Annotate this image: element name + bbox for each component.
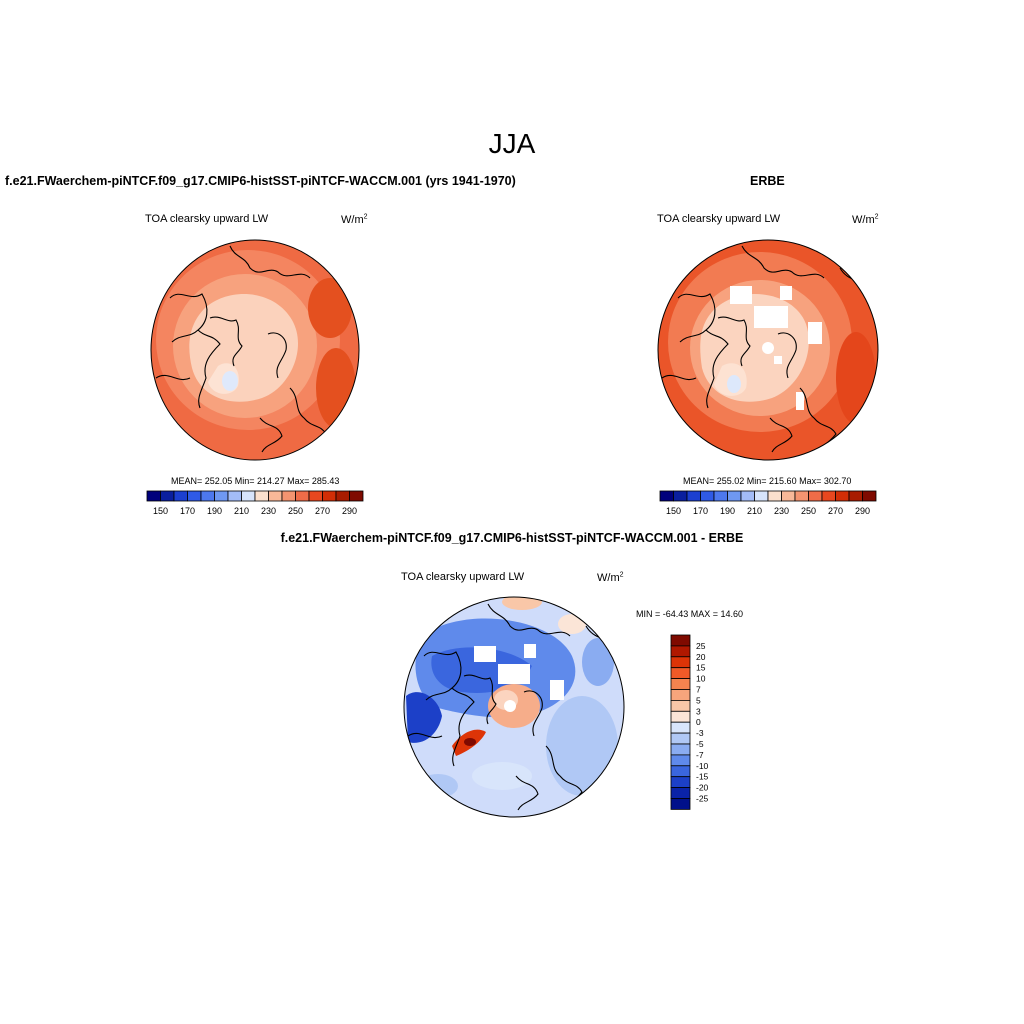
colorbar-diff-box — [670, 721, 691, 734]
colorbar-obs-box — [740, 490, 755, 502]
colorbar-diff-box — [670, 754, 691, 767]
colorbar-model-box — [254, 490, 269, 502]
stats-obs: MEAN= 255.02 Min= 215.60 Max= 302.70 — [683, 476, 852, 486]
colorbar-diff-tick-label: -15 — [696, 772, 709, 782]
colorbar-obs-box — [862, 490, 877, 502]
colorbar-obs-box — [794, 490, 809, 502]
units-label-obs: W/m2 — [852, 213, 879, 226]
colorbar-diff-box — [670, 667, 691, 680]
colorbar-obs-box — [686, 490, 701, 502]
colorbar-diff-box — [670, 656, 691, 669]
colorbar-model-box — [200, 490, 215, 502]
colorbar-diff-box — [670, 732, 691, 745]
colorbar-model-box — [322, 490, 337, 502]
colorbar-model-box — [241, 490, 256, 502]
colorbar-model-tick-label: 170 — [180, 506, 195, 516]
colorbar-diff-tick-label: 10 — [696, 674, 706, 684]
colorbar-obs-box — [848, 490, 863, 502]
colorbar-model-box — [160, 490, 175, 502]
colorbar-model-tick-label: 230 — [261, 506, 276, 516]
colorbar-obs: 150 170 190 210 230 250 270 290 — [659, 490, 877, 516]
variable-label-model: TOA clearsky upward LW — [145, 213, 269, 225]
colorbar-model-tick-label: 190 — [207, 506, 222, 516]
case-title-diff: f.e21.FWaerchem-piNTCF.f09_g17.CMIP6-his… — [280, 531, 744, 545]
colorbar-model-tick-label: 250 — [288, 506, 303, 516]
colorbar-obs-box — [754, 490, 769, 502]
colorbar-obs-tick-label: 150 — [666, 506, 681, 516]
units-label-model: W/m2 — [341, 213, 368, 226]
colorbar-diff-box — [670, 678, 691, 690]
colorbar-diff-box — [670, 787, 691, 799]
colorbar-model-tick-label: 150 — [153, 506, 168, 516]
variable-label-diff: TOA clearsky upward LW — [401, 571, 525, 583]
colorbar-obs-box — [808, 490, 823, 502]
colorbar-diff-box — [670, 700, 691, 712]
colorbar-model-box — [146, 490, 161, 502]
colorbar-diff-box — [670, 743, 691, 756]
colorbar-diff-tick-label: 20 — [696, 652, 706, 662]
colorbar-obs-box — [767, 490, 782, 502]
colorbar-diff-box — [670, 798, 691, 810]
colorbar-diff-tick-label: -3 — [696, 728, 704, 738]
colorbar-model-tick-label: 210 — [234, 506, 249, 516]
colorbar-diff-box — [670, 645, 691, 658]
colorbar-diff-box — [670, 765, 691, 778]
case-title-obs: ERBE — [750, 174, 785, 188]
colorbar-obs-box — [781, 490, 796, 502]
colorbar-obs-tick-label: 290 — [855, 506, 870, 516]
colorbar-obs-box — [673, 490, 688, 502]
colorbar-diff-tick-label: 5 — [696, 695, 701, 705]
colorbar-obs-box — [835, 490, 850, 502]
colorbar-diff-box — [670, 689, 691, 701]
colorbar-diff-tick-label: 3 — [696, 706, 701, 716]
colorbar-model-box — [308, 490, 323, 502]
colorbar-obs-tick-label: 210 — [747, 506, 762, 516]
colorbar-diff-tick-label: 25 — [696, 641, 706, 651]
colorbar-obs-tick-label: 270 — [828, 506, 843, 516]
colorbar-model-box — [214, 490, 229, 502]
colorbar-diff-box — [670, 710, 691, 723]
colorbar-obs-box — [713, 490, 728, 502]
colorbar-model-box — [281, 490, 296, 502]
polar-map-diff — [403, 596, 625, 818]
colorbar-obs-tick-label: 170 — [693, 506, 708, 516]
colorbar-diff-tick-label: 15 — [696, 663, 706, 673]
colorbar-diff-tick-label: 7 — [696, 685, 701, 695]
colorbar-model-box — [295, 490, 310, 502]
colorbar-diff-tick-label: -20 — [696, 783, 709, 793]
colorbar-obs-tick-label: 190 — [720, 506, 735, 516]
stats-diff: MIN = -64.43 MAX = 14.60 — [636, 609, 744, 619]
colorbar-obs-box — [700, 490, 715, 502]
colorbar-obs-box — [821, 490, 836, 502]
polar-map-obs — [657, 239, 879, 461]
colorbar-model-box — [187, 490, 202, 502]
colorbar-model: 150 170 190 210 230 250 270 290 — [146, 490, 364, 516]
colorbar-obs-tick-label: 230 — [774, 506, 789, 516]
colorbar-diff-tick-label: 0 — [696, 717, 701, 727]
colorbar-diff-tick-label: -10 — [696, 761, 709, 771]
case-title-model: f.e21.FWaerchem-piNTCF.f09_g17.CMIP6-his… — [5, 174, 516, 188]
variable-label-obs: TOA clearsky upward LW — [657, 213, 781, 225]
colorbar-model-box — [173, 490, 188, 502]
colorbar-obs-box — [659, 490, 674, 502]
colorbar-model-box — [349, 490, 364, 502]
colorbar-model-box — [268, 490, 283, 502]
colorbar-model-box — [335, 490, 350, 502]
colorbar-diff-box — [670, 776, 691, 788]
colorbar-model-tick-label: 270 — [315, 506, 330, 516]
colorbar-model-tick-label: 290 — [342, 506, 357, 516]
colorbar-model-box — [227, 490, 242, 502]
colorbar-diff-tick-label: -25 — [696, 794, 709, 804]
polar-map-model — [150, 239, 360, 461]
colorbar-obs-box — [727, 490, 742, 502]
colorbar-diff-tick-label: -5 — [696, 739, 704, 749]
page-title: JJA — [488, 128, 536, 159]
stats-model: MEAN= 252.05 Min= 214.27 Max= 285.43 — [171, 476, 340, 486]
colorbar-obs-tick-label: 250 — [801, 506, 816, 516]
colorbar-diff-tick-label: -7 — [696, 750, 704, 760]
units-label-diff: W/m2 — [597, 571, 624, 584]
colorbar-diff-box — [670, 634, 691, 647]
